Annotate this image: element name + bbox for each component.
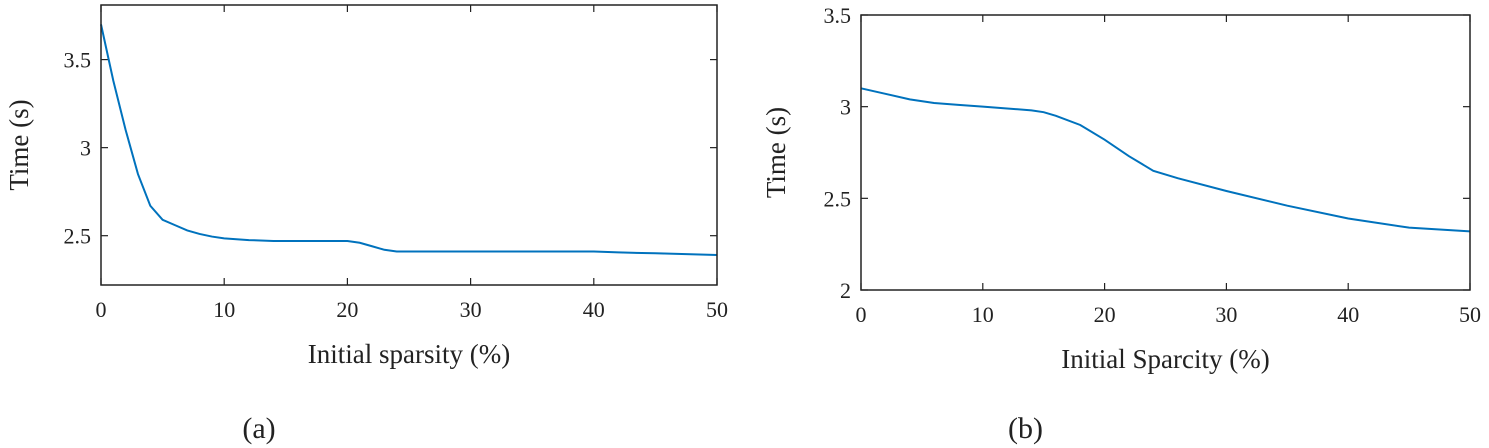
x-tick-label: 10 [213,297,235,322]
y-tick-label: 2.5 [824,186,852,211]
x-tick-label: 40 [583,297,605,322]
y-tick-label: 3.5 [64,48,92,73]
x-tick-label: 50 [1459,302,1481,327]
data-line [860,87,1471,233]
x-tick-label: 0 [96,297,107,322]
y-axis-label: Time (s) [761,107,791,198]
y-axis-label: Time (s) [4,99,34,190]
x-tick-label: 20 [336,297,358,322]
x-tick-label: 20 [1094,302,1116,327]
x-axis-label: Initial sparsity (%) [308,339,510,369]
panel-label: (a) [242,412,275,445]
y-tick-label: 3 [840,95,851,120]
y-tick-label: 3 [80,136,91,161]
plot-frame [860,14,1471,291]
plot-frame [100,4,718,286]
y-tick-label: 2.5 [64,224,92,249]
y-tick-label: 2 [840,278,851,303]
x-tick-label: 50 [706,297,728,322]
x-tick-label: 0 [856,302,867,327]
data-line [100,24,718,257]
x-tick-label: 30 [460,297,482,322]
x-axis-label: Initial Sparcity (%) [1061,344,1269,374]
y-tick-label: 3.5 [824,3,852,28]
x-tick-label: 40 [1337,302,1359,327]
panel-label: (b) [1008,412,1043,445]
x-tick-label: 10 [972,302,994,327]
x-tick-label: 30 [1215,302,1237,327]
